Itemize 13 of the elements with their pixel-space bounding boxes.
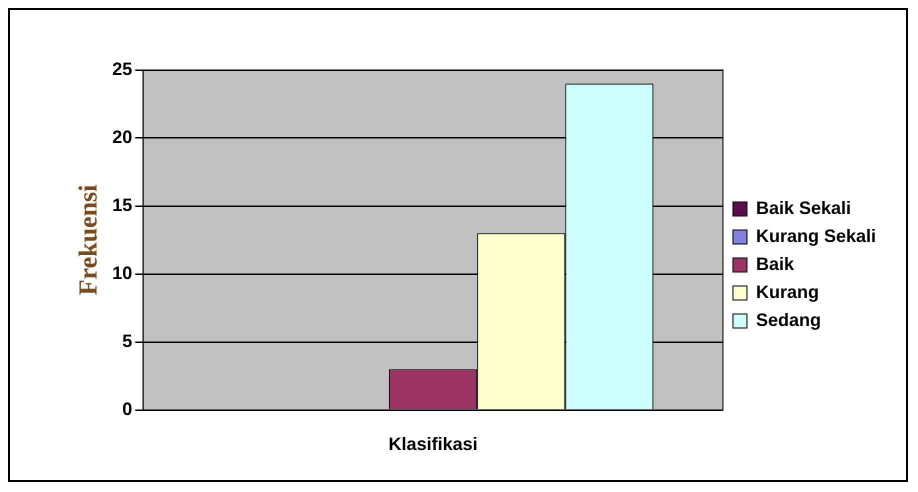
legend-label: Sedang	[756, 310, 821, 330]
x-axis-title: Klasifikasi	[388, 434, 478, 454]
legend-label: Kurang Sekali	[756, 226, 876, 246]
y-axis-title: Frekuensi	[73, 184, 102, 296]
legend-label: Baik	[756, 254, 795, 274]
y-tick-label: 0	[122, 398, 132, 419]
y-tick-label: 15	[112, 194, 132, 215]
y-tick-label: 10	[112, 262, 132, 283]
legend-label: Baik Sekali	[756, 198, 852, 218]
y-tick-label: 25	[112, 58, 132, 79]
legend-label: Kurang	[756, 282, 819, 302]
y-tick-label: 20	[112, 126, 132, 147]
y-tick-label: 5	[122, 330, 132, 351]
